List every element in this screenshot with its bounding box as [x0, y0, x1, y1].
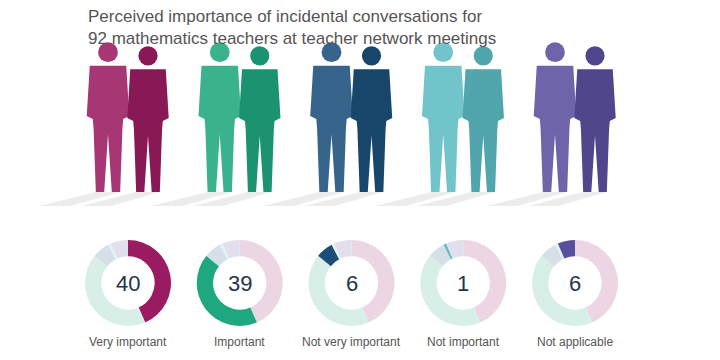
svg-text:Not applicable: Not applicable: [537, 335, 613, 349]
svg-text:40: 40: [116, 271, 140, 296]
svg-text:Important: Important: [214, 335, 265, 349]
svg-text:6: 6: [346, 271, 358, 296]
svg-text:39: 39: [228, 271, 252, 296]
svg-text:Perceived importance of incide: Perceived importance of incidental conve…: [88, 7, 496, 48]
svg-text:Very important: Very important: [89, 335, 167, 349]
svg-text:Not important: Not important: [427, 335, 500, 349]
svg-text:Not very important: Not very important: [302, 335, 401, 349]
svg-text:1: 1: [457, 271, 469, 296]
svg-text:6: 6: [569, 271, 581, 296]
